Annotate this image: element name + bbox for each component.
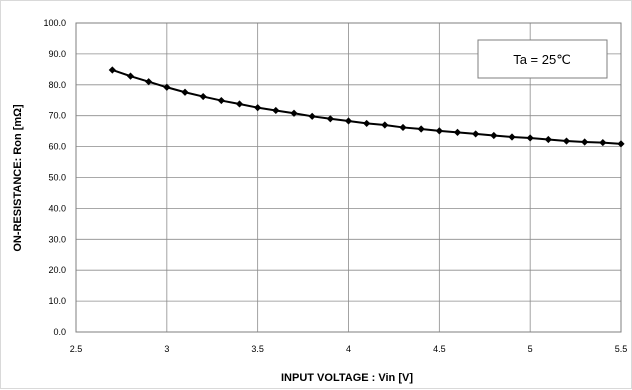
series-line <box>112 69 622 145</box>
y-tick-label: 30.0 <box>48 234 66 244</box>
data-point-marker <box>254 104 262 112</box>
data-point-marker <box>145 78 153 86</box>
x-tick-label: 5.5 <box>615 344 628 354</box>
data-point-marker <box>308 112 316 120</box>
x-tick-labels: 2.5 3 3.5 4 4.5 5 5.5 <box>70 344 628 354</box>
y-tick-label: 60.0 <box>48 142 66 152</box>
x-tick-label: 3 <box>164 344 169 354</box>
y-tick-label: 50.0 <box>48 173 66 183</box>
series-markers <box>108 66 625 148</box>
data-point-marker <box>435 127 443 135</box>
data-point-marker <box>490 131 498 140</box>
y-tick-label: 20.0 <box>48 265 66 275</box>
y-axis-title: ON-RESISTANCE: Ron [mΩ] <box>12 104 24 252</box>
data-point-marker <box>544 135 552 144</box>
data-point-marker <box>453 128 462 136</box>
data-point-marker <box>472 130 480 138</box>
data-point-marker <box>363 119 371 128</box>
x-tick-label: 4 <box>346 344 351 354</box>
data-point-marker <box>290 109 298 117</box>
data-point-marker <box>272 106 280 115</box>
y-tick-labels: 0.0 10.0 20.0 30.0 40.0 50.0 60.0 70.0 80.0 90.0 1… <box>43 18 66 337</box>
data-point-marker <box>108 66 116 74</box>
y-tick-label: 70.0 <box>48 111 66 121</box>
data-point-marker <box>599 138 607 147</box>
data-point-marker <box>581 138 589 146</box>
data-point-marker <box>526 134 534 142</box>
data-point-marker <box>562 137 571 145</box>
data-point-marker <box>399 123 407 132</box>
data-point-marker <box>381 121 389 129</box>
data-point-marker <box>126 72 135 80</box>
y-tick-label: 80.0 <box>48 80 66 90</box>
data-point-marker <box>181 88 189 96</box>
x-tick-label: 4.5 <box>433 344 446 354</box>
data-point-marker <box>199 92 207 101</box>
y-tick-label: 40.0 <box>48 203 66 213</box>
data-point-marker <box>235 100 244 108</box>
data-point-marker <box>344 117 353 125</box>
y-tick-label: 100.0 <box>43 18 66 28</box>
y-tick-label: 10.0 <box>48 296 66 306</box>
data-point-marker <box>326 115 334 123</box>
data-point-marker <box>217 96 225 105</box>
annotation-text: Ta = 25℃ <box>513 52 571 67</box>
plot-area-border <box>75 22 622 333</box>
annotation-box <box>477 39 608 79</box>
y-tick-label: 0.0 <box>53 327 66 337</box>
data-point-marker <box>508 133 516 141</box>
x-axis-title: INPUT VOLTAGE : Vin [V] <box>281 372 413 384</box>
y-tick-label: 90.0 <box>48 49 66 59</box>
data-point-marker <box>617 140 625 148</box>
data-point-marker <box>163 83 171 91</box>
x-tick-label: 3.5 <box>251 344 264 354</box>
x-tick-label: 5 <box>528 344 533 354</box>
data-point-marker <box>417 125 425 133</box>
x-tick-label: 2.5 <box>70 344 83 354</box>
